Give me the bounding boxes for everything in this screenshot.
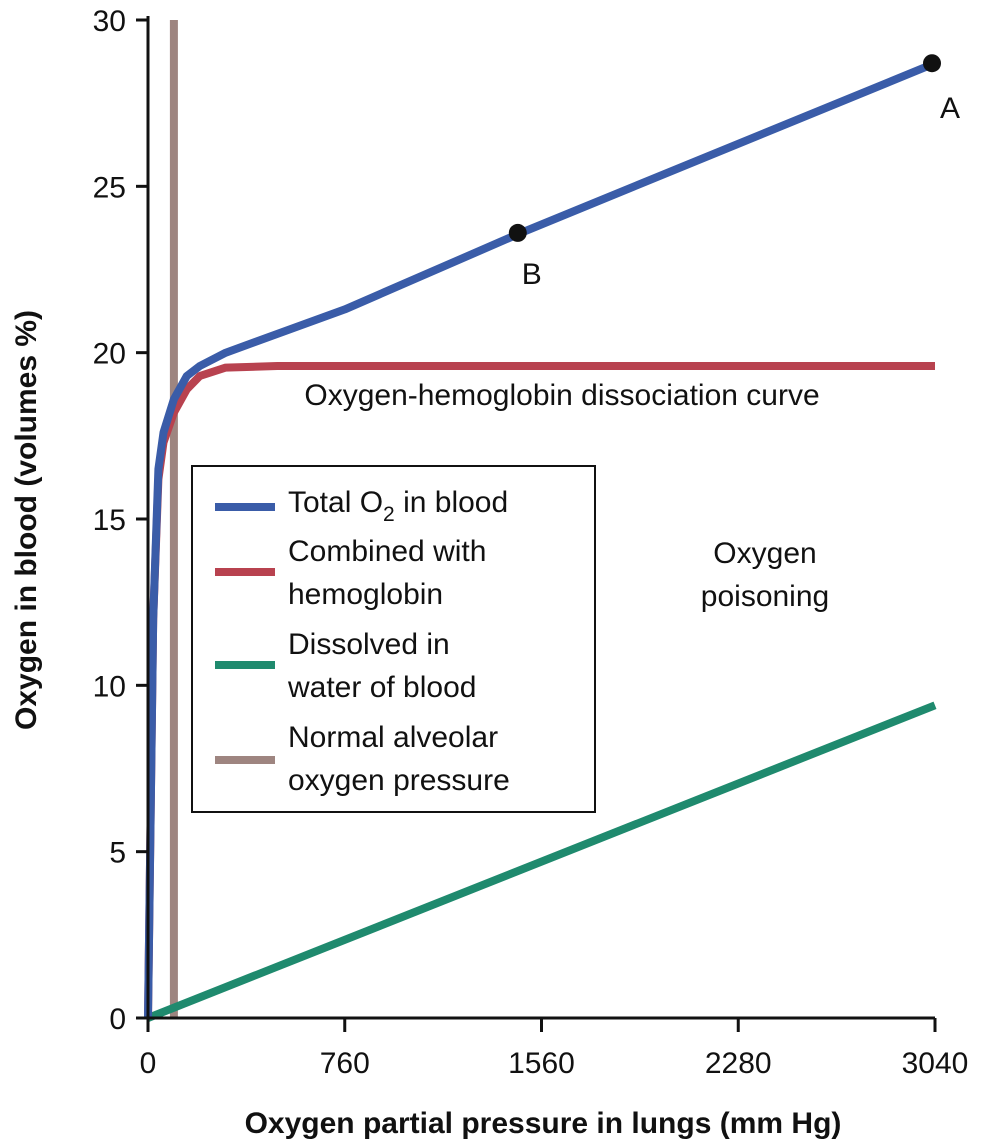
y-tick-label: 30 <box>93 5 126 38</box>
x-tick-label: 760 <box>320 1047 370 1080</box>
axes-layer: 0 5 10 15 20 25 30 0 760 1560 2280 3040 <box>93 5 969 1080</box>
y-tick-label: 5 <box>109 837 126 870</box>
marker-point-b <box>508 223 527 242</box>
x-tick-label: 0 <box>140 1047 157 1080</box>
series-layer <box>144 20 937 1022</box>
y-tick-label: 0 <box>109 1003 126 1036</box>
legend-box <box>191 465 596 813</box>
legend-label-combined-2: hemoglobin <box>288 578 443 611</box>
legend-label-alveolar-1: Normal alveolar <box>288 721 498 754</box>
x-tick-label: 1560 <box>508 1047 575 1080</box>
legend-label-dissolved-2: water of blood <box>287 671 476 704</box>
x-axis-title: Oxygen partial pressure in lungs (mm Hg) <box>245 1107 842 1140</box>
annotation-poisoning: poisoning <box>701 580 829 613</box>
y-tick-label: 25 <box>93 171 126 204</box>
marker-layer: AB <box>508 54 960 291</box>
series-line-dissolved-in-water-of-blood <box>146 701 937 1022</box>
annotation-oxygen: Oxygen <box>713 537 816 570</box>
legend-label-dissolved-1: Dissolved in <box>288 628 450 661</box>
legend-label-alveolar-2: oxygen pressure <box>288 764 510 797</box>
y-tick-label: 15 <box>93 504 126 537</box>
marker-label-b: B <box>522 258 542 291</box>
marker-point-a <box>923 54 941 73</box>
x-tick-label: 2280 <box>705 1047 772 1080</box>
y-tick-label: 20 <box>93 338 126 371</box>
y-tick-label: 10 <box>93 670 126 703</box>
series-line-total-o2-in-blood <box>144 59 937 1019</box>
marker-label-a: A <box>940 92 960 125</box>
annotation-dissociation-curve: Oxygen-hemoglobin dissociation curve <box>304 379 819 412</box>
legend: Total O2 in blood Combined with hemoglob… <box>191 465 596 813</box>
x-tick-label: 3040 <box>902 1047 969 1080</box>
legend-label-total: Total O2 in blood <box>288 486 508 526</box>
y-axis-title: Oxygen in blood (volumes %) <box>10 310 43 730</box>
legend-label-combined-1: Combined with <box>288 535 486 568</box>
